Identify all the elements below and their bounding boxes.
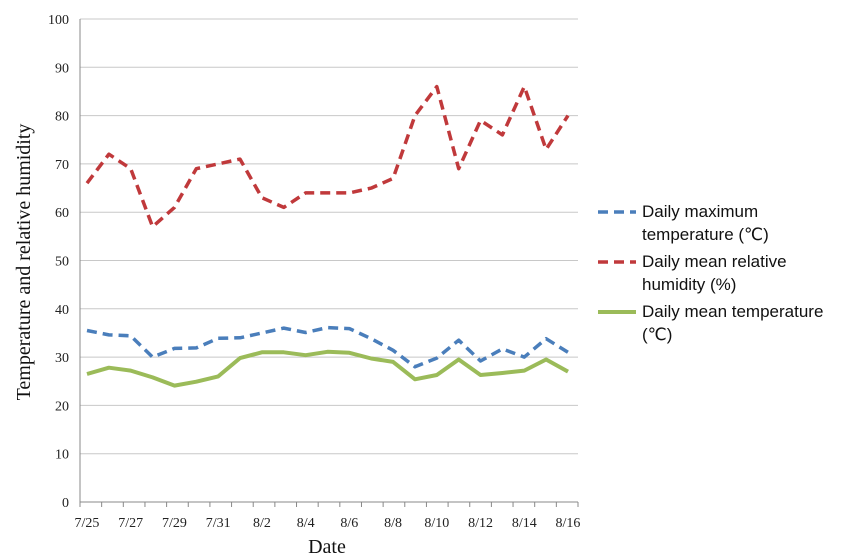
x-axis-title: Date [308,536,346,558]
y-tick-label-30: 30 [55,351,69,366]
y-tick-label-70: 70 [55,158,69,173]
y-axis-title: Temperature and relative humidity [13,124,35,401]
series-line-3 [86,349,569,388]
x-tick-label-8-8: 8/8 [384,516,402,531]
y-tick-label-10: 10 [55,448,69,463]
series-line-2 [85,84,570,229]
legend-label-2: humidity (%) [642,275,736,294]
series-lines [85,84,570,388]
legend-label-3: Daily mean temperature [642,302,823,321]
legend: Daily maximum temperature (℃) Daily mean r… [598,202,823,344]
x-tick-label-8-16: 8/16 [556,516,581,531]
y-tick-label-40: 40 [55,303,69,318]
y-tick-labels: 0 10 20 30 40 50 60 70 80 90 100 [48,13,69,511]
y-tick-label-60: 60 [55,206,69,221]
x-tick-label-8-14: 8/14 [512,516,537,531]
x-tick-label-7-27: 7/27 [118,516,143,531]
axes [79,19,579,507]
x-tick-label-8-10: 8/10 [424,516,449,531]
series-line-1 [86,325,569,369]
x-tick-label-7-29: 7/29 [162,516,187,531]
legend-label-2: Daily mean relative [642,252,787,271]
x-tick-label-7-31: 7/31 [206,516,231,531]
y-tick-label-90: 90 [55,61,69,76]
y-tick-label-100: 100 [48,13,69,28]
y-tick-label-0: 0 [62,496,69,511]
y-tick-label-50: 50 [55,255,69,270]
y-tick-label-20: 20 [55,399,69,414]
x-tick-label-8-2: 8/2 [253,516,271,531]
y-tick-label-80: 80 [55,110,69,125]
x-tick-label-7-25: 7/25 [75,516,100,531]
x-tick-label-8-4: 8/4 [297,516,315,531]
x-tick-label-8-12: 8/12 [468,516,493,531]
legend-label-1: Daily maximum [642,202,758,221]
gridlines [80,18,578,455]
x-tick-labels: 7/25 7/27 7/29 7/31 8/2 8/4 8/6 8/8 8/10 8/12 8/14… [75,516,581,531]
legend-label-1: temperature (℃) [642,225,769,244]
x-tick-label-8-6: 8/6 [340,516,358,531]
legend-label-3: (℃) [642,325,672,344]
